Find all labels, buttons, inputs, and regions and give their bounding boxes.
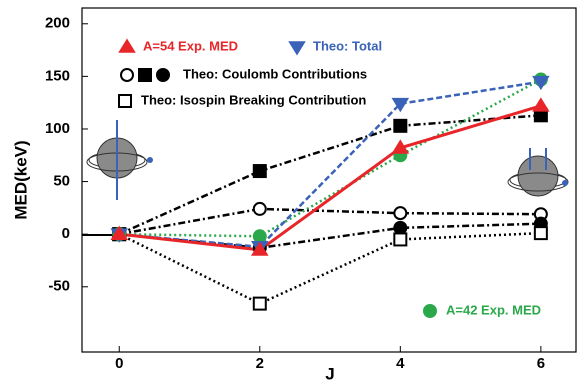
y-tick-label: 100 [45,120,70,137]
x-tick-label: 4 [396,355,405,372]
legend-label: Theo: Isospin Breaking Contribution [141,92,366,107]
legend-label: A=42 Exp. MED [446,302,541,317]
marker [393,232,408,247]
legend-marker [118,38,136,53]
marker [252,201,267,216]
series-line [119,207,541,236]
plot-frame [81,7,577,353]
marker [532,97,550,112]
marker [532,75,550,91]
x-axis-label: J [325,364,334,383]
series-line [118,114,541,236]
legend-label: Theo: Total [313,38,382,53]
marker [533,226,548,241]
y-tick-label: 150 [45,67,70,84]
legend-marker [288,41,306,56]
legend-marker [120,68,134,82]
atom-icon [86,120,153,200]
x-tick-label: 6 [537,355,545,372]
atom-icon [507,148,569,197]
marker [393,220,408,235]
legend-label: Theo: Coulomb Contributions [183,66,367,81]
series-line [118,231,541,305]
legend-marker [423,304,437,318]
series-line [119,78,542,238]
marker [393,206,408,221]
y-tick-label: 0 [62,225,70,242]
marker [391,139,410,154]
legend-marker [118,94,132,108]
marker [393,118,408,133]
marker [252,164,267,179]
y-tick-label: -50 [48,278,70,295]
legend-label: A=54 Exp. MED [143,38,238,53]
x-tick-label: 0 [115,355,123,372]
marker [391,97,410,113]
x-tick-label: 2 [256,355,264,372]
y-tick-label: 50 [53,173,70,190]
marker [110,225,129,240]
y-tick-label: 200 [45,15,70,32]
y-axis-label: MED(keV) [11,140,30,219]
marker [252,229,267,244]
marker [252,296,267,311]
marker [250,241,269,256]
series-line [119,104,542,252]
marker [156,68,170,82]
series-line [119,222,541,250]
marker [138,68,152,82]
